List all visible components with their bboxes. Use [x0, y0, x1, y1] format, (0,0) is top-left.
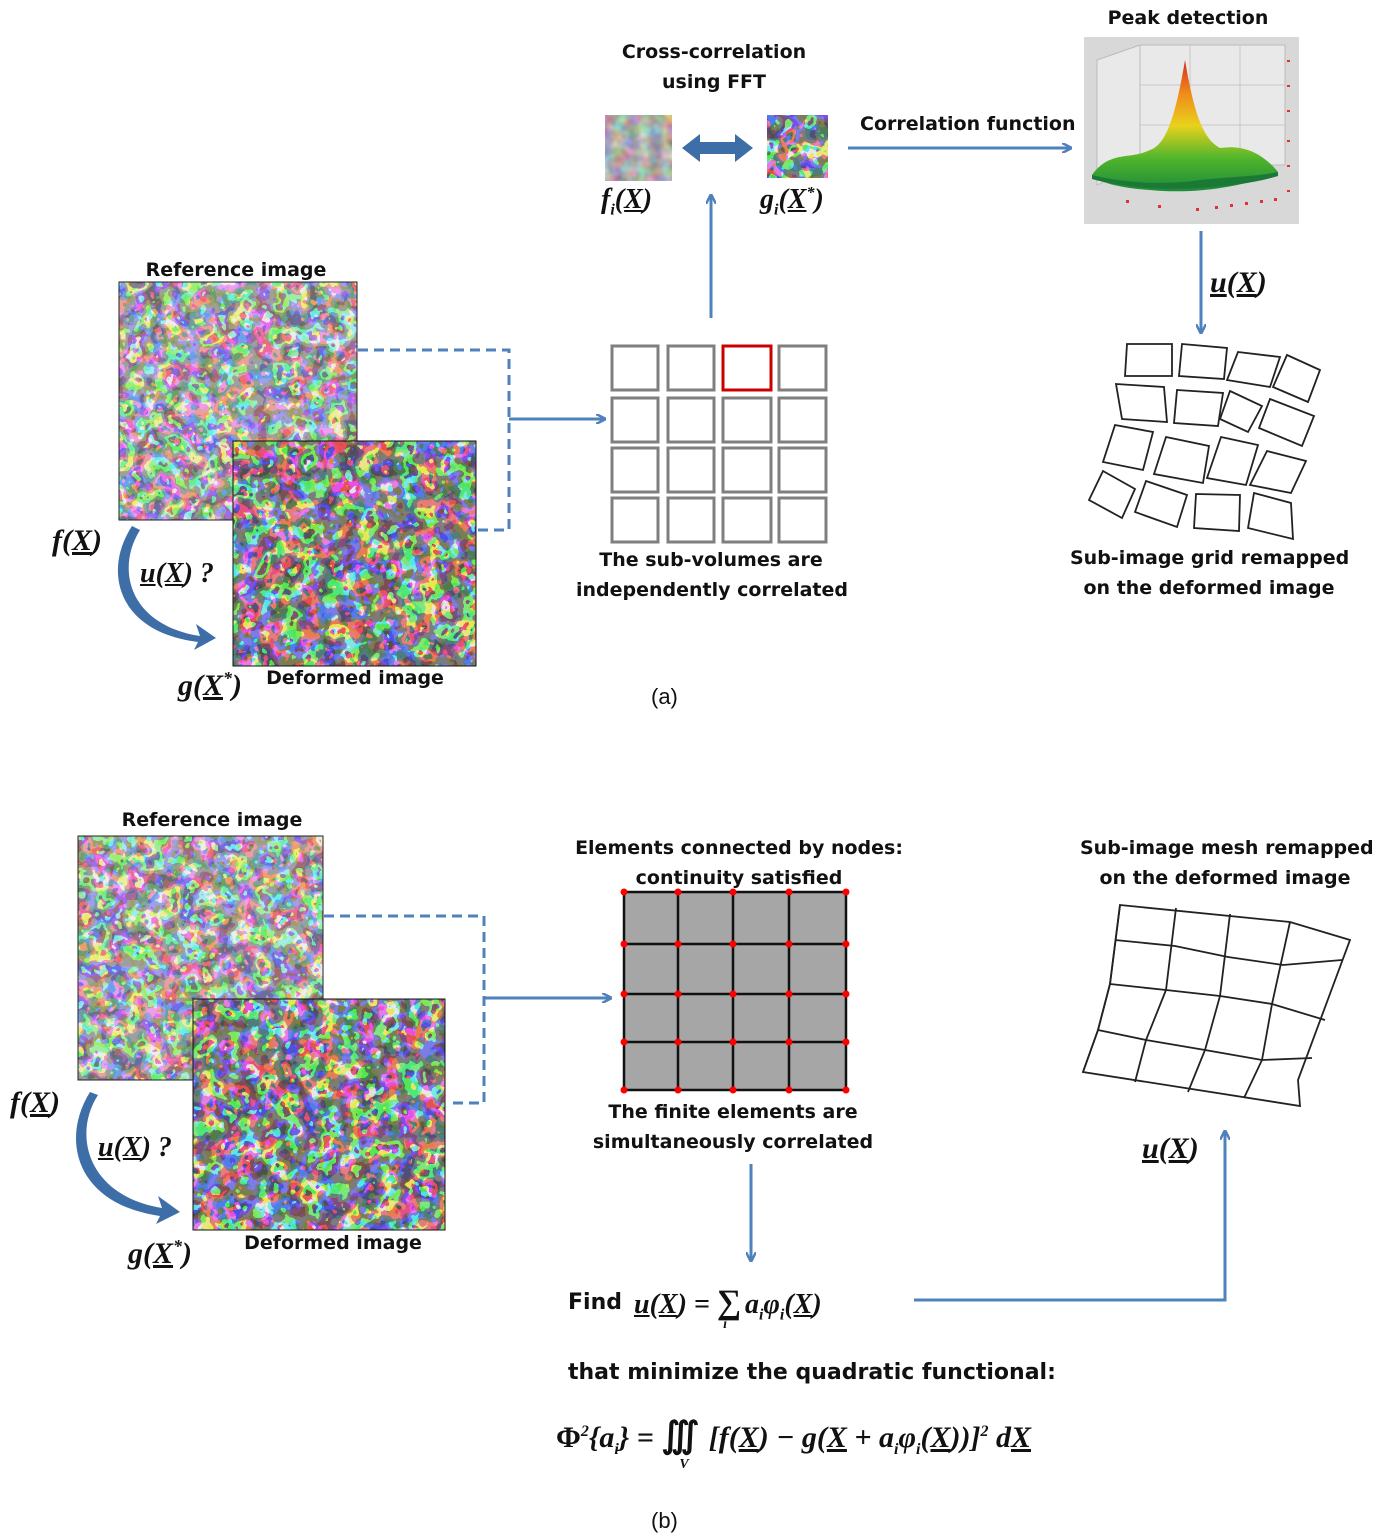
- finite-line2: simultaneously correlated: [592, 1131, 874, 1153]
- f-label-a: f(X): [52, 524, 102, 557]
- peak-detection-label: Peak detection: [1107, 7, 1269, 29]
- subvolumes-label: The sub-volumes are independently correl…: [576, 545, 848, 605]
- finite-element-mesh: [620, 888, 850, 1094]
- caption-a: (a): [651, 684, 678, 709]
- gi-patch: [767, 115, 828, 178]
- dashed-connector-b: [324, 914, 486, 1105]
- gi-label: gi(X*): [760, 184, 824, 219]
- reference-image-label-a: Reference image: [145, 259, 327, 281]
- subvolume-grid: [610, 344, 828, 544]
- remapped-grid-line2: on the deformed image: [1083, 577, 1335, 599]
- find-equation: u(X) = ∑iaiφi(X): [634, 1284, 822, 1332]
- deformed-image-b: [192, 998, 446, 1231]
- remapped-grid-line1: Sub-image grid remapped: [1070, 547, 1350, 569]
- correlation-function-label: Correlation function: [860, 113, 1076, 135]
- u-question-a: u(X) ?: [140, 558, 214, 589]
- curved-arrow-a: [117, 526, 216, 650]
- remapped-subimage-grid: [1087, 343, 1322, 541]
- subvolumes-line2: independently correlated: [576, 579, 848, 601]
- remapped-mesh: [1081, 904, 1352, 1108]
- finite-line1: The finite elements are: [608, 1101, 858, 1123]
- finite-elements-label: The finite elements are simultaneously c…: [590, 1097, 876, 1157]
- cross-correlation-line1: Cross-correlation: [621, 41, 807, 63]
- deformed-image-label-b: Deformed image: [244, 1232, 422, 1254]
- u-label-a: u(X): [1210, 266, 1267, 299]
- deformed-image-label-a: Deformed image: [266, 667, 444, 689]
- g-label-b: g(X*): [128, 1236, 193, 1270]
- deformed-image-a: [232, 440, 477, 667]
- elements-line2: continuity satisfied: [635, 867, 843, 889]
- remapped-mesh-label: Sub-image mesh remapped on the deformed …: [1080, 833, 1374, 893]
- curved-arrow-b: [76, 1092, 180, 1224]
- remapped-grid-label: Sub-image grid remapped on the deformed …: [1070, 543, 1350, 603]
- arrow-to-mesh: [914, 1132, 1225, 1302]
- dashed-connector-a: [358, 348, 511, 532]
- cross-correlation-label: Cross-correlation using FFT: [614, 37, 814, 97]
- double-arrow-icon: [682, 134, 753, 162]
- subvolumes-line1: The sub-volumes are: [599, 549, 823, 571]
- g-label-a: g(X*): [178, 668, 243, 702]
- caption-b: (b): [651, 1508, 678, 1533]
- fi-label: fi(X): [601, 184, 653, 219]
- mesh-nodes: [620, 888, 850, 1094]
- peak-detection-plot: [1084, 37, 1299, 224]
- quadratic-functional-equation: Φ2{ai} = ∭V[f(X) − g(X + aiφi(X))]2 dX: [556, 1415, 1032, 1472]
- elements-line1: Elements connected by nodes:: [575, 837, 903, 859]
- cross-correlation-line2: using FFT: [661, 71, 766, 93]
- f-label-b: f(X): [10, 1086, 60, 1119]
- find-word: Find: [568, 1290, 622, 1315]
- elements-connected-label: Elements connected by nodes: continuity …: [574, 833, 904, 893]
- minimize-label: that minimize the quadratic functional:: [568, 1360, 1056, 1385]
- reference-image-label-b: Reference image: [121, 809, 303, 831]
- u-label-b: u(X): [1142, 1132, 1199, 1165]
- mesh-line1: Sub-image mesh remapped: [1080, 837, 1374, 859]
- u-question-b: u(X) ?: [98, 1132, 172, 1163]
- fi-patch: [605, 115, 672, 181]
- mesh-line2: on the deformed image: [1099, 867, 1351, 889]
